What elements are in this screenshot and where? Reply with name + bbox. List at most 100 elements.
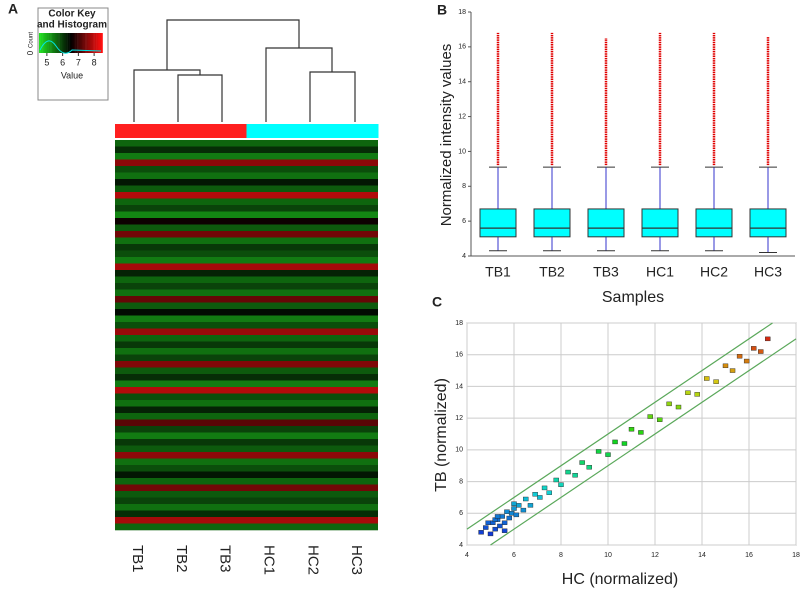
color-key-swatch (54, 33, 57, 53)
heatmap-row (115, 250, 378, 258)
plot-frame (466, 322, 797, 546)
heatmap-row (115, 367, 378, 375)
heatmap-row (115, 185, 378, 193)
y-tick-label: 8 (459, 478, 463, 485)
box (641, 208, 679, 238)
x-axis-label: HC (normalized) (562, 571, 678, 588)
y-tick-label: 16 (455, 352, 463, 359)
point (494, 514, 501, 519)
heatmap-row (115, 179, 378, 186)
heatmap-row (115, 237, 378, 245)
point (508, 511, 515, 516)
point (736, 354, 743, 359)
heatmap-row (115, 276, 378, 284)
heatmap-row (115, 302, 378, 310)
point (485, 520, 491, 525)
color-key-swatch (59, 33, 62, 53)
heatmap-row (115, 205, 378, 212)
point (483, 525, 489, 530)
point (685, 390, 691, 395)
heatmap-row (115, 426, 378, 433)
y-tick-label: 14 (455, 383, 463, 390)
heatmap-row (115, 172, 378, 180)
heatmap-row (115, 341, 378, 349)
point (523, 496, 529, 502)
color-key-tick-label: 8 (92, 57, 97, 67)
x-tick-label: 10 (604, 552, 612, 559)
point (478, 530, 484, 535)
y-tick-label: 12 (458, 113, 466, 120)
heatmap-row (115, 315, 378, 323)
point (513, 512, 520, 518)
heatmap-row (115, 263, 378, 271)
heatmap-row (115, 432, 378, 440)
heatmap-row (115, 296, 378, 303)
column-group-bar (246, 124, 291, 138)
point (553, 477, 559, 483)
y-tick-label: 18 (458, 9, 466, 16)
heatmap-row (115, 484, 378, 492)
y-tick-label: 16 (458, 44, 466, 51)
point (546, 490, 552, 495)
box (479, 208, 517, 238)
point (628, 427, 635, 432)
point (520, 507, 527, 513)
box (533, 208, 571, 238)
point (729, 368, 736, 373)
point (527, 503, 534, 508)
axis (470, 12, 795, 257)
point (511, 501, 517, 506)
point (492, 526, 498, 532)
point (565, 469, 571, 475)
heatmap-row (115, 445, 378, 453)
point (586, 465, 592, 470)
heatmap-row (115, 478, 378, 485)
heatmap-row (115, 387, 378, 394)
point (647, 414, 653, 419)
point (657, 417, 663, 422)
x-axis-label: Samples (602, 289, 664, 306)
heatmap-row (115, 361, 378, 368)
point (487, 531, 494, 537)
heatmap-row (115, 406, 378, 414)
heatmap-row (115, 419, 378, 427)
x-tick-label: 12 (651, 552, 659, 559)
column-label: HC1 (260, 545, 277, 575)
point (758, 349, 764, 354)
x-tick-label: 6 (512, 552, 516, 559)
color-key-swatch (93, 33, 95, 53)
heatmap-row (115, 218, 378, 225)
column-group-bar (115, 124, 160, 138)
heatmap-row (115, 244, 378, 251)
point (751, 346, 757, 351)
heatmap-row (115, 523, 378, 531)
color-key-swatch (62, 33, 65, 53)
heatmap-row (115, 354, 378, 362)
color-key-swatch (96, 33, 99, 53)
color-key-swatch (89, 33, 92, 53)
color-key-swatch (81, 33, 84, 53)
color-key-swatch (73, 33, 76, 53)
column-group-bar (334, 124, 379, 138)
point (497, 523, 503, 529)
point (666, 401, 672, 407)
heatmap-row (115, 348, 378, 355)
column-group-bar (202, 124, 247, 138)
color-key-swatch (101, 33, 103, 53)
y-tick-label: 18 (455, 320, 463, 327)
point (638, 430, 644, 435)
heatmap-row (115, 452, 378, 459)
column-label: HC3 (348, 545, 365, 575)
heatmap-row (115, 146, 378, 154)
color-key-swatch (91, 33, 94, 53)
heatmap-row (115, 153, 378, 160)
point (713, 379, 719, 384)
point (511, 506, 517, 511)
x-tick-label: 14 (698, 552, 706, 559)
x-tick-label: HC2 (700, 264, 728, 280)
x-tick-label: TB3 (593, 264, 619, 280)
color-key-swatch (64, 33, 67, 53)
heatmap-row (115, 309, 378, 316)
color-key-swatch (61, 33, 64, 53)
y-tick-label: 6 (462, 218, 466, 225)
